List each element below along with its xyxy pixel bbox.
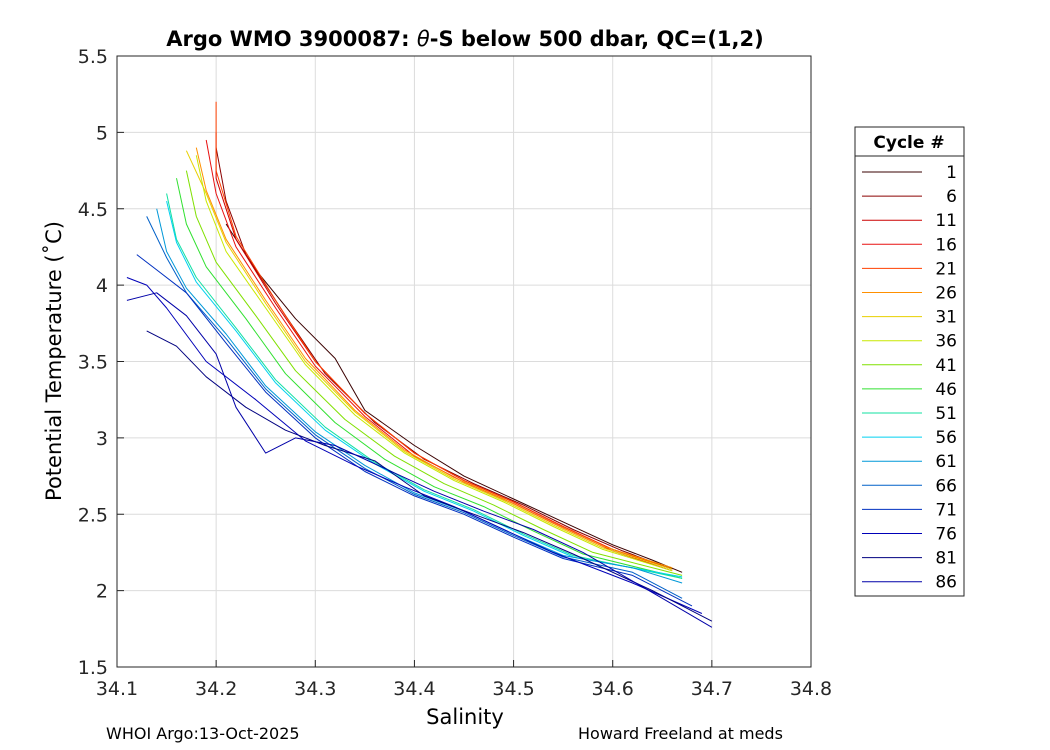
x-axis-label: Salinity	[426, 705, 504, 729]
legend-label: 51	[935, 404, 957, 424]
legend-label: 31	[935, 308, 957, 328]
legend-label: 46	[935, 380, 957, 400]
legend-label: 76	[935, 525, 957, 545]
x-tick-label: 34.6	[592, 678, 634, 700]
legend-label: 36	[935, 332, 957, 352]
legend-label: 81	[935, 549, 957, 569]
chart-title-suffix: -S below 500 dbar, QC=(1,2)	[430, 27, 764, 51]
legend-label: 21	[935, 259, 957, 279]
chart-title-symbol: θ	[417, 27, 430, 51]
grid-lines	[116, 55, 812, 668]
legend-label: 41	[935, 356, 957, 376]
y-tick-label: 3.5	[78, 352, 108, 374]
y-tick-label: 1.5	[78, 657, 108, 679]
chart-title-prefix: Argo WMO 3900087:	[166, 27, 417, 51]
legend-title: Cycle #	[873, 133, 944, 153]
series-line-cycle-36	[195, 155, 673, 572]
series-line-cycle-71	[136, 254, 693, 607]
legend-label: 6	[946, 187, 957, 207]
series-line-cycle-76	[126, 277, 703, 614]
legend-label: 26	[935, 284, 957, 304]
series-line-cycle-56	[166, 200, 683, 578]
axes: 34.1 34.2 34.3 34.4 34.5 34.6 34.7 34.81.522.53…	[78, 46, 832, 700]
y-tick-label: 4.5	[78, 199, 108, 221]
series-lines	[126, 101, 713, 628]
y-axis-label: Potential Temperature (˚C)	[42, 221, 66, 501]
legend-label: 71	[935, 500, 957, 520]
legend-label: 66	[935, 476, 957, 496]
x-tick-label: 34.7	[691, 678, 733, 700]
series-line-cycle-31	[185, 150, 673, 570]
x-tick-label: 34.1	[96, 678, 138, 700]
legend-label: 86	[935, 573, 957, 593]
legend-label: 56	[935, 428, 957, 448]
x-tick-label: 34.3	[294, 678, 336, 700]
legend-label: 61	[935, 452, 957, 472]
y-tick-label: 3	[96, 428, 108, 450]
x-tick-label: 34.8	[790, 678, 832, 700]
series-line-cycle-1	[225, 223, 683, 573]
series-line-cycle-6	[215, 147, 673, 570]
legend-label: 16	[935, 235, 957, 255]
series-line-cycle-51	[166, 193, 683, 579]
y-tick-label: 5.5	[78, 46, 108, 68]
legend-box	[854, 126, 965, 597]
y-tick-label: 4	[96, 275, 108, 297]
y-tick-label: 5	[96, 122, 108, 144]
series-line-cycle-86	[126, 292, 713, 628]
legend-label: 1	[946, 163, 957, 183]
series-line-cycle-21	[215, 101, 673, 570]
chart-title: Argo WMO 3900087: θ-S below 500 dbar, QC…	[166, 27, 763, 51]
legend-label: 11	[935, 211, 957, 231]
series-line-cycle-41	[185, 170, 683, 576]
series-line-cycle-16	[205, 139, 673, 572]
footer-credit-left: WHOI Argo:13-Oct-2025	[106, 724, 300, 743]
footer-credit-right: Howard Freeland at meds	[578, 724, 783, 743]
series-line-cycle-26	[195, 147, 673, 569]
x-tick-label: 34.2	[195, 678, 237, 700]
series-line-cycle-81	[146, 330, 713, 622]
series-line-cycle-46	[176, 178, 683, 579]
y-tick-label: 2.5	[78, 504, 108, 526]
x-tick-label: 34.4	[393, 678, 435, 700]
y-tick-label: 2	[96, 581, 108, 603]
legend: Cycle # 16111621263136414651566166717681…	[854, 126, 965, 597]
series-line-cycle-61	[156, 208, 683, 584]
x-tick-label: 34.5	[492, 678, 534, 700]
